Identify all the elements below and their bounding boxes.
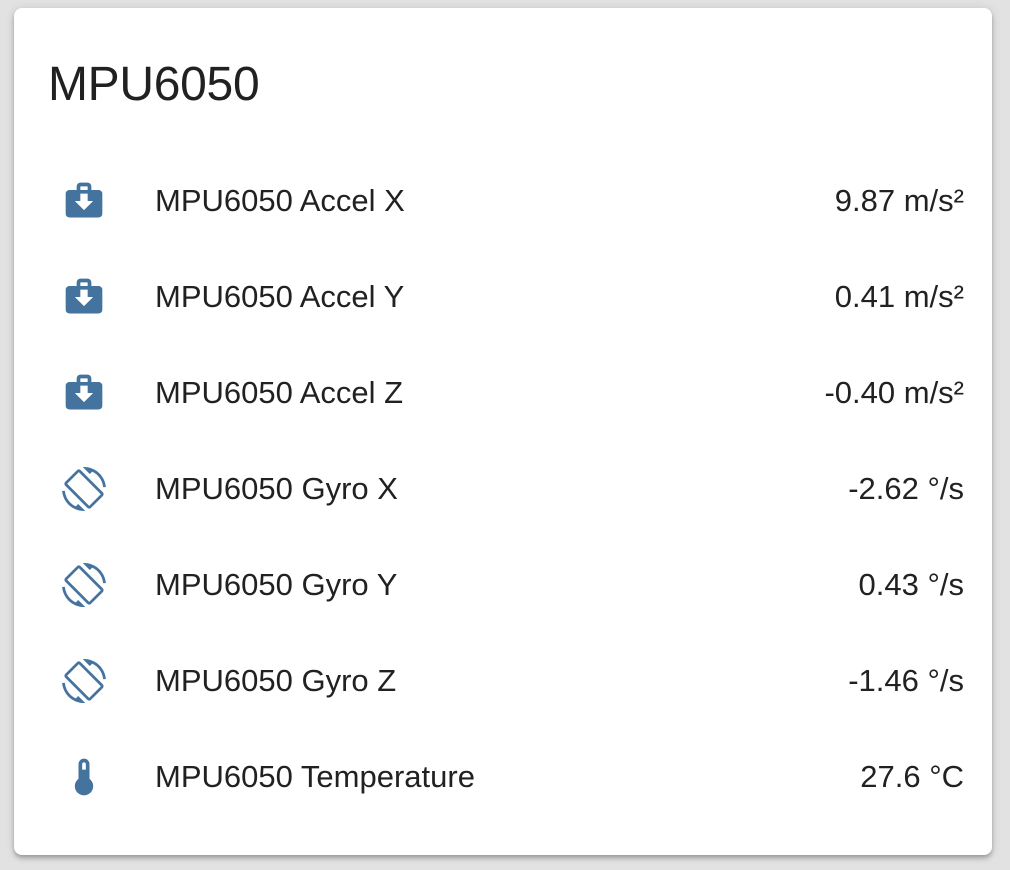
entity-value: -2.62 °/s — [848, 471, 964, 506]
card-title: MPU6050 — [48, 58, 260, 111]
sensor-card: MPU6050 MPU6050 Accel X 9.87 m/s² MPU605… — [14, 8, 992, 855]
entity-row[interactable]: MPU6050 Accel X 9.87 m/s² — [14, 153, 992, 249]
entity-name: MPU6050 Accel X — [155, 183, 405, 218]
entity-value: 0.43 °/s — [858, 567, 964, 602]
entity-value: 0.41 m/s² — [834, 279, 964, 314]
entity-value: 9.87 m/s² — [834, 183, 964, 218]
briefcase-download-icon — [62, 179, 106, 223]
screen-rotation-icon — [62, 659, 106, 703]
entity-name: MPU6050 Gyro Y — [155, 567, 398, 602]
entity-name: MPU6050 Gyro X — [155, 471, 398, 506]
entity-row[interactable]: MPU6050 Temperature 27.6 °C — [14, 729, 992, 825]
entity-list: MPU6050 Accel X 9.87 m/s² MPU6050 Accel … — [14, 153, 992, 825]
thermometer-icon — [62, 755, 106, 799]
entity-row[interactable]: MPU6050 Gyro X -2.62 °/s — [14, 441, 992, 537]
entity-value: -0.40 m/s² — [824, 375, 964, 410]
entity-row[interactable]: MPU6050 Gyro Y 0.43 °/s — [14, 537, 992, 633]
briefcase-download-icon — [62, 371, 106, 415]
entity-name: MPU6050 Temperature — [155, 759, 475, 794]
entity-name: MPU6050 Accel Z — [155, 375, 404, 410]
entity-row[interactable]: MPU6050 Accel Y 0.41 m/s² — [14, 249, 992, 345]
screen-rotation-icon — [62, 467, 106, 511]
entity-name: MPU6050 Accel Y — [155, 279, 405, 314]
entity-value: -1.46 °/s — [848, 663, 964, 698]
screen-rotation-icon — [62, 563, 106, 607]
entity-name: MPU6050 Gyro Z — [155, 663, 397, 698]
entity-row[interactable]: MPU6050 Gyro Z -1.46 °/s — [14, 633, 992, 729]
entity-row[interactable]: MPU6050 Accel Z -0.40 m/s² — [14, 345, 992, 441]
entity-value: 27.6 °C — [860, 759, 964, 794]
briefcase-download-icon — [62, 275, 106, 319]
